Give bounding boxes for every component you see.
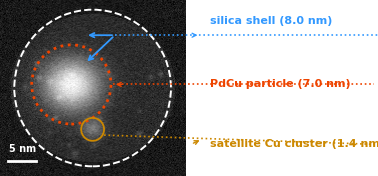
Bar (185, 0, 378, 176)
Text: satellite Cu cluster (1.4 nm): satellite Cu cluster (1.4 nm) (210, 139, 378, 149)
Text: silica shell (8.0 nm): silica shell (8.0 nm) (210, 16, 332, 26)
Text: 5 nm: 5 nm (9, 144, 36, 154)
Text: PdCu particle (7.0 nm): PdCu particle (7.0 nm) (210, 80, 350, 89)
